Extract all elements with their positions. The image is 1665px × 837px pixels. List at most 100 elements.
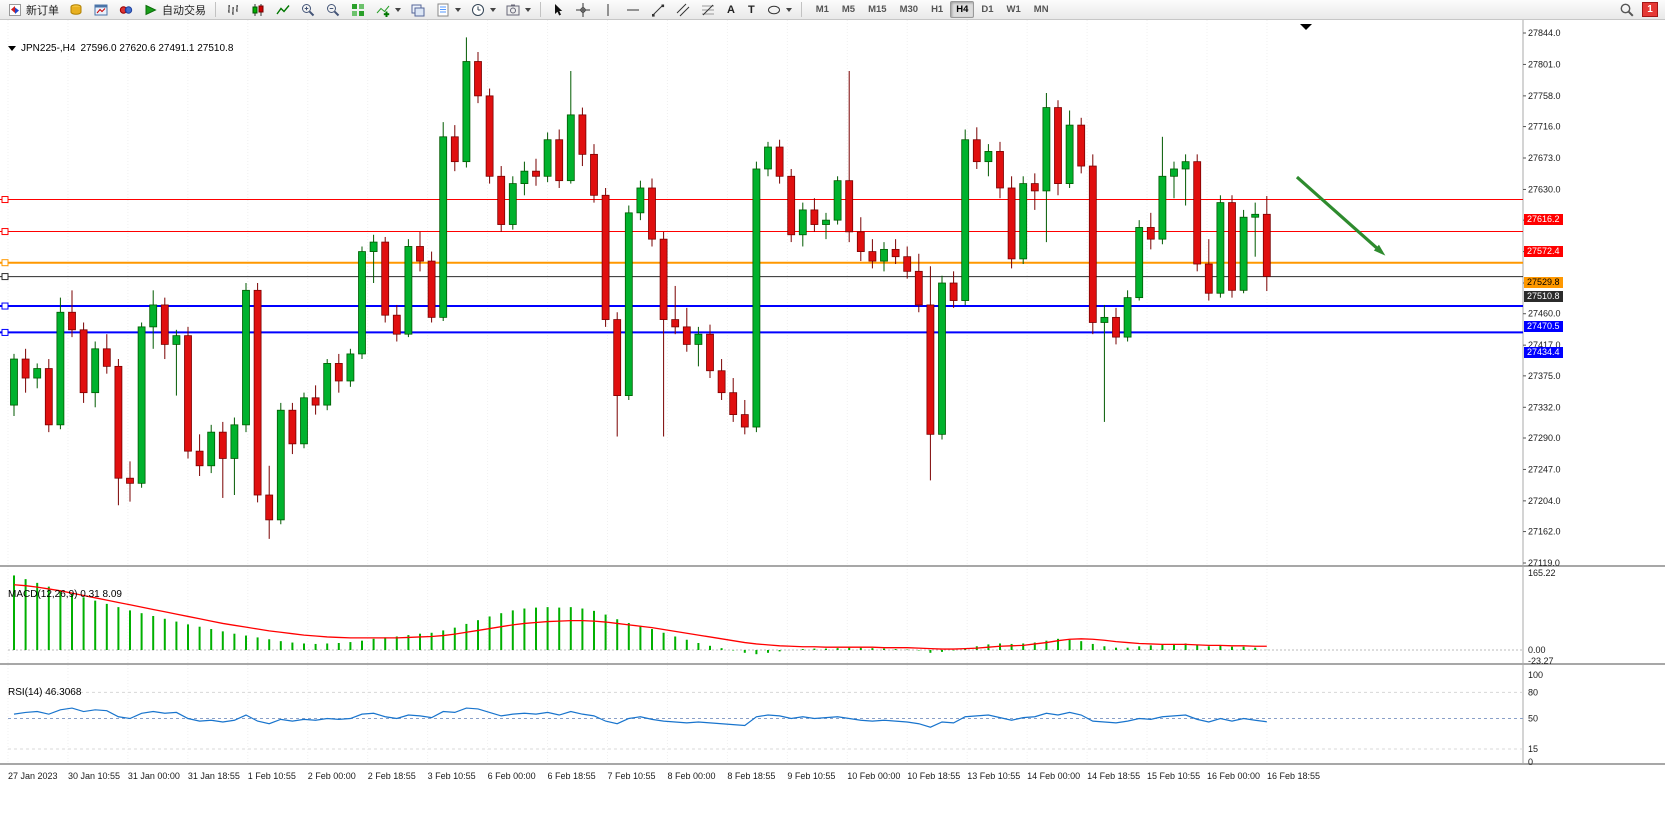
- candle-body: [416, 246, 424, 262]
- candle-body: [102, 348, 111, 367]
- chart-profiles-button[interactable]: [406, 1, 430, 19]
- timeframe-w1-button[interactable]: W1: [1001, 1, 1027, 18]
- candle-body: [891, 248, 900, 258]
- bar-chart-button[interactable]: [221, 1, 245, 19]
- line-chart-icon: [275, 2, 291, 18]
- candle-body: [1007, 187, 1016, 260]
- zoom-in-button[interactable]: [296, 1, 320, 19]
- candle-body: [810, 209, 819, 225]
- charts-window-button[interactable]: [89, 1, 113, 19]
- candle-body: [334, 363, 343, 382]
- chart-shift-marker[interactable]: [1300, 24, 1312, 30]
- candle-body: [1088, 165, 1097, 323]
- timeframe-m30-button[interactable]: M30: [894, 1, 924, 18]
- label-tool-button[interactable]: T: [742, 1, 761, 19]
- candle-body: [775, 146, 784, 177]
- vertical-line-button[interactable]: [596, 1, 620, 19]
- search-button[interactable]: [1615, 1, 1639, 19]
- period-icon: [470, 2, 486, 18]
- candle-body: [926, 304, 935, 435]
- new-order-label: 新订单: [26, 4, 59, 17]
- price-axis-label: 27673.0: [1528, 153, 1561, 163]
- timeframe-mn-button[interactable]: MN: [1028, 1, 1055, 18]
- notification-badge[interactable]: 1: [1642, 2, 1658, 17]
- search-icon: [1619, 2, 1635, 18]
- timeframe-m15-button[interactable]: M15: [862, 1, 892, 18]
- candle-body: [207, 431, 216, 467]
- chevron-down-icon: [395, 7, 401, 12]
- candle-body: [845, 180, 854, 233]
- crosshair-button[interactable]: [571, 1, 595, 19]
- candle-body: [195, 450, 204, 467]
- timeframe-h1-button[interactable]: H1: [925, 1, 949, 18]
- candle-body: [230, 424, 239, 459]
- timeframe-h4-button[interactable]: H4: [950, 1, 975, 18]
- price-tag-27434.4: 27434.4: [1524, 346, 1563, 358]
- symbol-timeframe-text: JPN225-,H4: [21, 43, 76, 54]
- time-axis-label: 16 Feb 18:55: [1267, 771, 1320, 781]
- trendline-button[interactable]: [646, 1, 670, 19]
- candle-body: [508, 183, 517, 225]
- channel-button[interactable]: [671, 1, 695, 19]
- candle-body: [172, 335, 181, 345]
- line-anchor[interactable]: [1, 228, 9, 236]
- candlestick-icon: [250, 2, 266, 18]
- candle-body: [1042, 107, 1051, 192]
- time-axis-label: 7 Feb 10:55: [608, 771, 656, 781]
- timeframe-m5-button[interactable]: M5: [836, 1, 861, 18]
- rsi-axis-label: 50: [1528, 714, 1538, 724]
- new-order-button[interactable]: 新订单: [3, 1, 63, 19]
- indicators-button[interactable]: [371, 1, 405, 19]
- annotation-arrow[interactable]: [1295, 175, 1383, 254]
- candle-body: [242, 289, 250, 426]
- candlestick-button[interactable]: [246, 1, 270, 19]
- timeframe-group: M1 M5 M15 M30 H1 H4 D1 W1 MN: [810, 1, 1055, 18]
- candle-body: [914, 270, 923, 306]
- cursor-button[interactable]: [546, 1, 570, 19]
- tile-windows-button[interactable]: [346, 1, 370, 19]
- line-anchor[interactable]: [1, 259, 9, 267]
- text-tool-button[interactable]: A: [721, 1, 741, 19]
- market-watch-button[interactable]: [64, 1, 88, 19]
- period-button[interactable]: [466, 1, 500, 19]
- macd-signal-line: [13, 584, 1267, 650]
- zoom-out-button[interactable]: [321, 1, 345, 19]
- refresh-button[interactable]: [114, 1, 138, 19]
- time-axis-label: 8 Feb 18:55: [727, 771, 775, 781]
- zoom-in-icon: [300, 2, 316, 18]
- line-anchor[interactable]: [1, 273, 9, 281]
- dropdown-triangle-icon[interactable]: [8, 46, 16, 51]
- line-anchor[interactable]: [1, 302, 9, 310]
- candle-body: [1239, 216, 1248, 291]
- timeframe-d1-button[interactable]: D1: [975, 1, 999, 18]
- auto-trading-button[interactable]: 自动交易: [139, 1, 210, 19]
- time-axis-label: 6 Feb 18:55: [548, 771, 596, 781]
- time-axis-label: 31 Jan 00:00: [128, 771, 180, 781]
- line-chart-button[interactable]: [271, 1, 295, 19]
- bar-chart-icon: [225, 2, 241, 18]
- line-anchor[interactable]: [1, 328, 9, 336]
- horizontal-line-button[interactable]: [621, 1, 645, 19]
- crosshair-icon: [575, 2, 591, 18]
- price-axis-label: 27375.0: [1528, 371, 1561, 381]
- new-order-icon: [7, 2, 23, 18]
- shapes-icon: [766, 2, 782, 18]
- candle-body: [392, 314, 401, 335]
- templates-button[interactable]: [431, 1, 465, 19]
- candle-body: [56, 311, 65, 426]
- candle-body: [555, 139, 564, 182]
- candle-body: [474, 61, 482, 97]
- candle-body: [856, 231, 865, 252]
- fibonacci-button[interactable]: [696, 1, 720, 19]
- timeframe-m1-button[interactable]: M1: [810, 1, 835, 18]
- line-anchor[interactable]: [1, 196, 9, 204]
- shapes-button[interactable]: [762, 1, 796, 19]
- toolbar-separator: [800, 2, 802, 17]
- snapshot-button[interactable]: [501, 1, 535, 19]
- chart-canvas[interactable]: 27 Jan 2023 30 Jan 10:55 31 Jan 00:00 31 Ja…: [0, 20, 1665, 837]
- candle-body: [381, 241, 390, 316]
- candle-body: [833, 180, 842, 221]
- candle-body: [1193, 161, 1202, 265]
- chart-symbol-label: JPN225-,H4 27596.0 27620.6 27491.1 27510…: [8, 43, 233, 54]
- time-axis-label: 2 Feb 18:55: [368, 771, 416, 781]
